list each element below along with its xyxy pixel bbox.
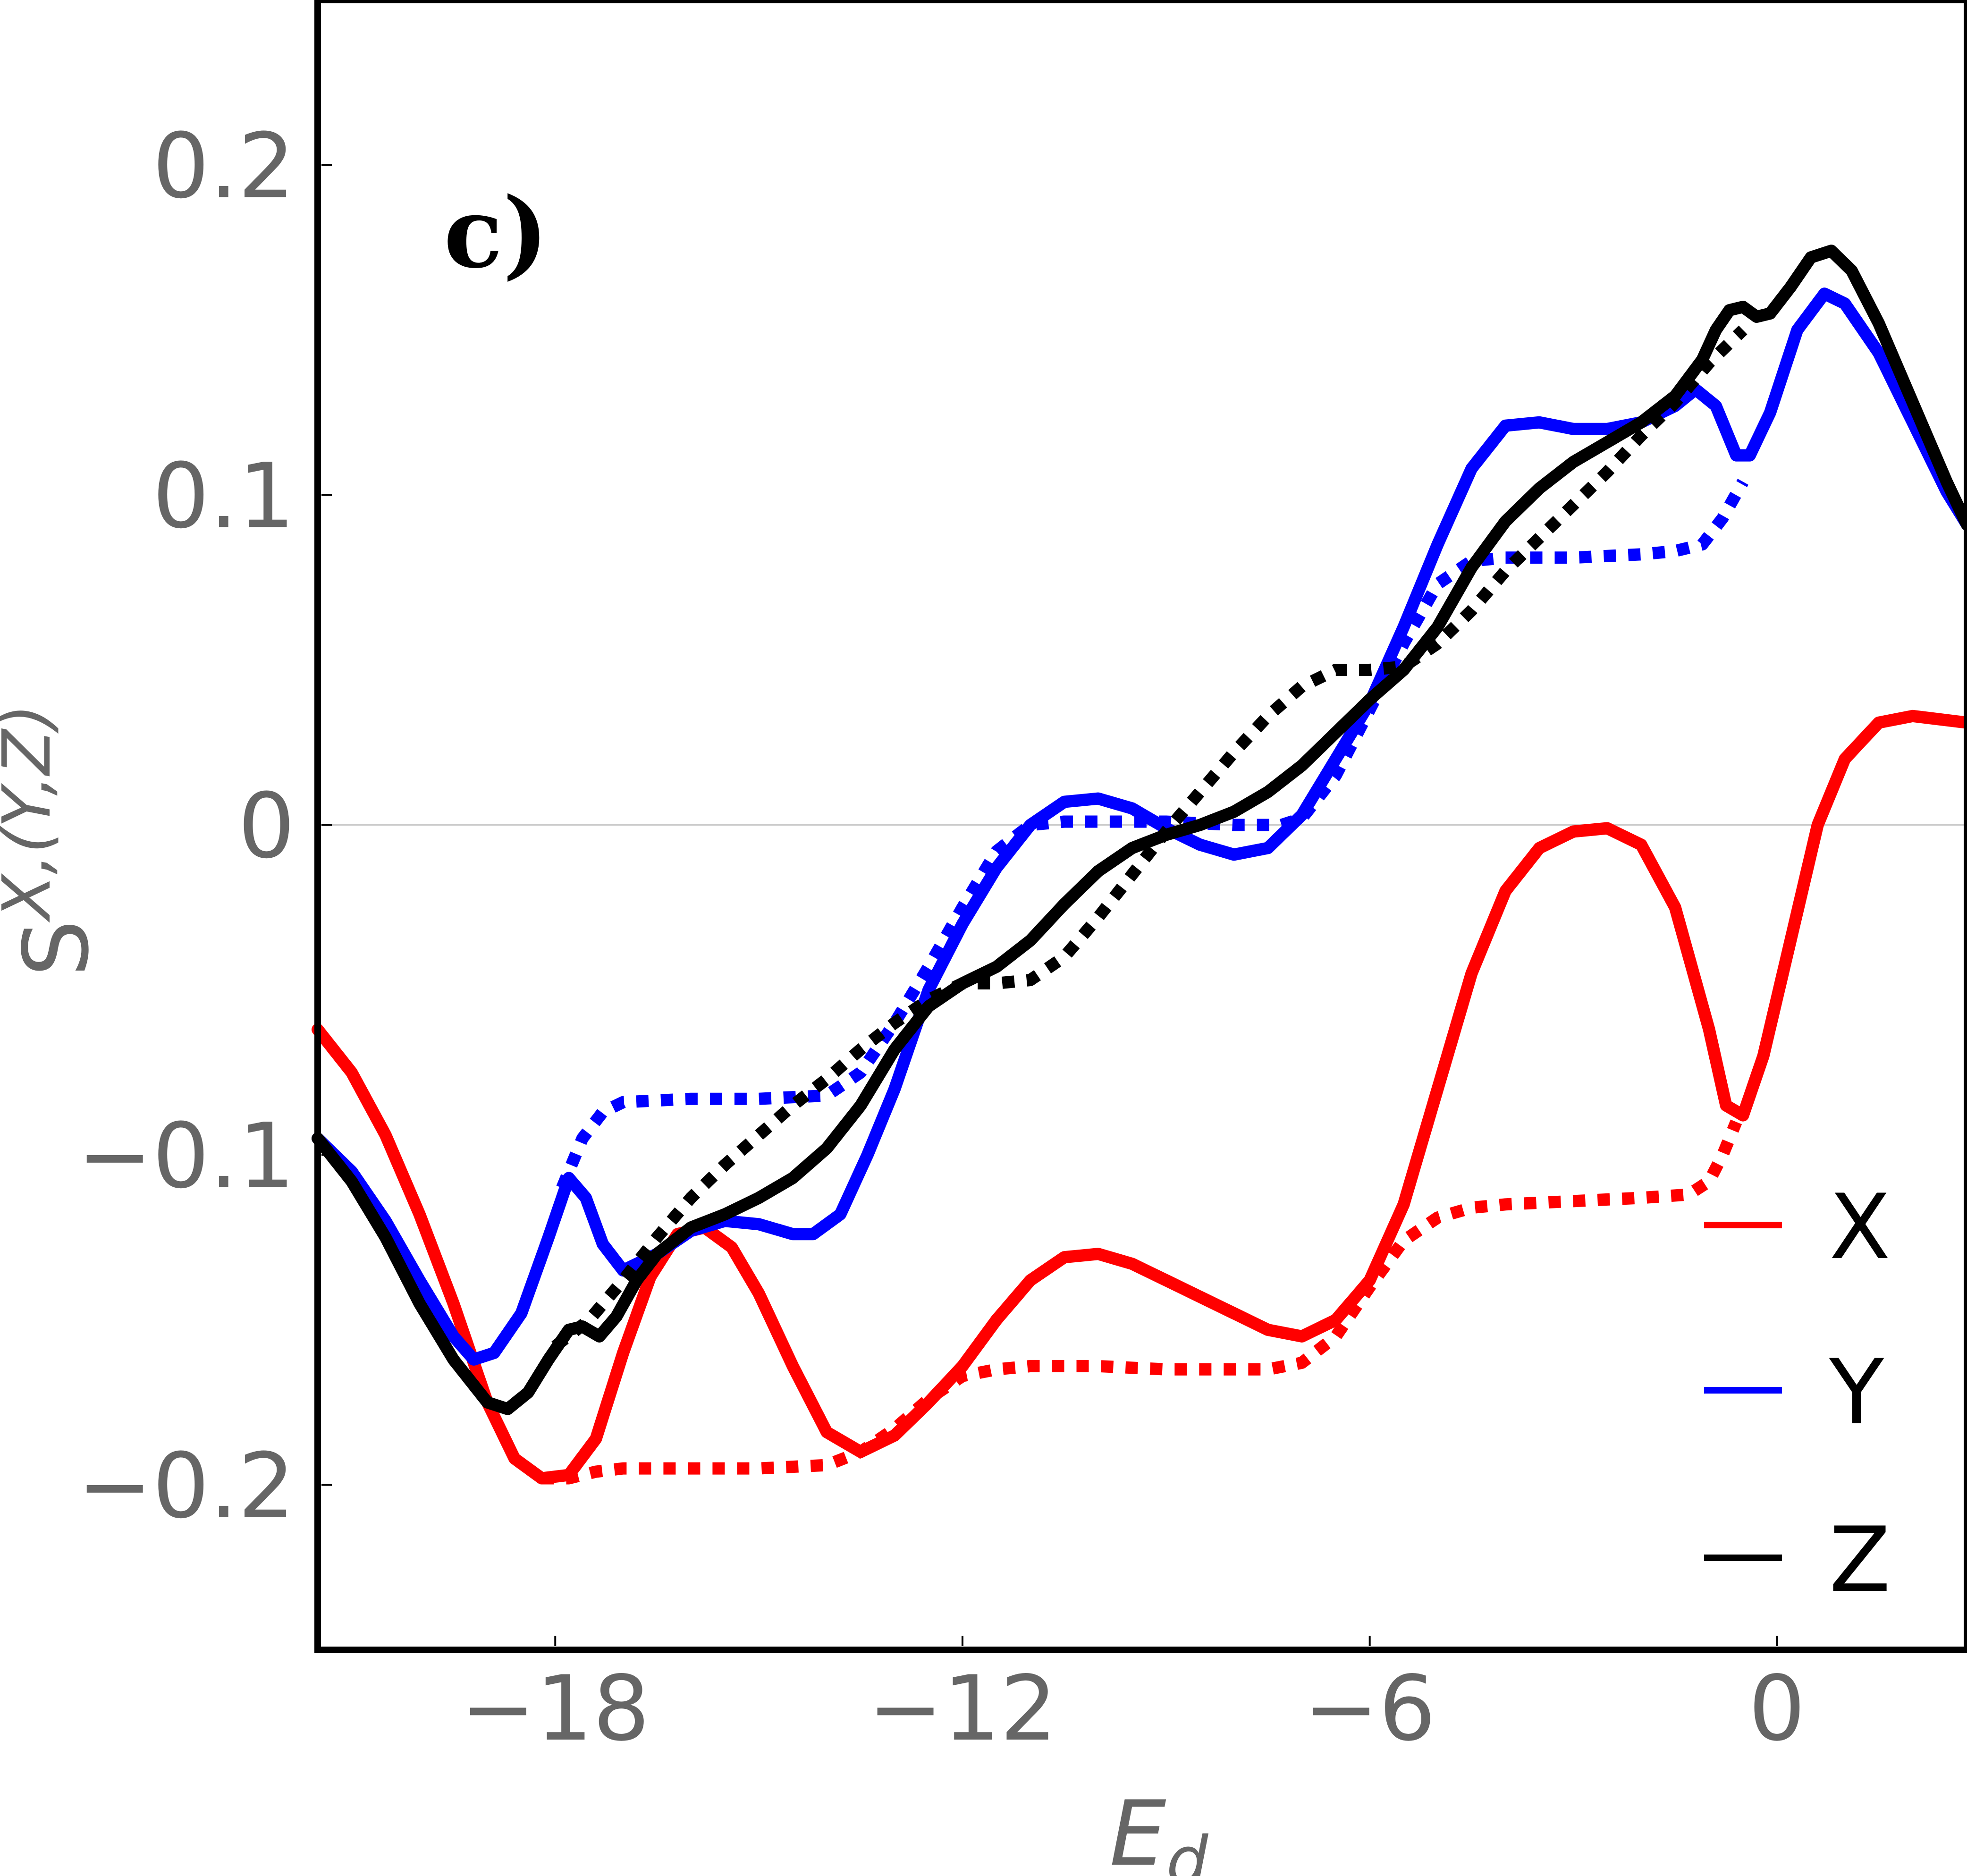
series-line-y-solid — [312, 287, 1967, 1366]
legend-item-z: Z — [1704, 1508, 1891, 1612]
x-tick-label: −6 — [1304, 1656, 1436, 1761]
y-tick-label: 0 — [238, 774, 295, 879]
legend: XYZ — [1704, 1175, 1891, 1612]
panel-label: c) — [444, 177, 549, 290]
y-tick-label: −0.1 — [77, 1104, 295, 1208]
legend-label: Y — [1829, 1340, 1884, 1445]
series-line-z-dotted — [551, 325, 1748, 1352]
x-tick-label: 0 — [1748, 1656, 1806, 1761]
series-line-x-solid — [312, 710, 1967, 1485]
series-line-y-dotted — [556, 479, 1748, 1191]
series-line-x-dotted — [541, 1119, 1742, 1485]
series-layer — [312, 245, 1967, 1485]
legend-item-y: Y — [1704, 1340, 1884, 1445]
y-tick-label: 0.2 — [152, 114, 295, 219]
x-axis-title-main: E — [1110, 1782, 1166, 1876]
y-tick-label: 0.1 — [152, 444, 295, 549]
x-axis-title-subscript: d — [1166, 1823, 1209, 1876]
y-axis-title-main: S — [4, 920, 109, 977]
y-tick-label: −0.2 — [77, 1434, 295, 1538]
y-axis-title-superscript: X,(Y,Z) — [0, 704, 66, 923]
legend-label: X — [1829, 1175, 1891, 1279]
x-tick-label: −18 — [461, 1656, 650, 1761]
x-axis-title: Ed — [1110, 1782, 1209, 1876]
legend-label: Z — [1829, 1508, 1891, 1612]
tick-layer: −18 −12 −6 0 −0.2 −0.1 0 0.1 0.2 — [77, 114, 1806, 1761]
plot-frame — [314, 0, 1967, 1653]
y-axis-title: SX,(Y,Z) — [0, 704, 109, 977]
legend-item-x: X — [1704, 1175, 1891, 1279]
x-tick-label: −12 — [868, 1656, 1057, 1761]
